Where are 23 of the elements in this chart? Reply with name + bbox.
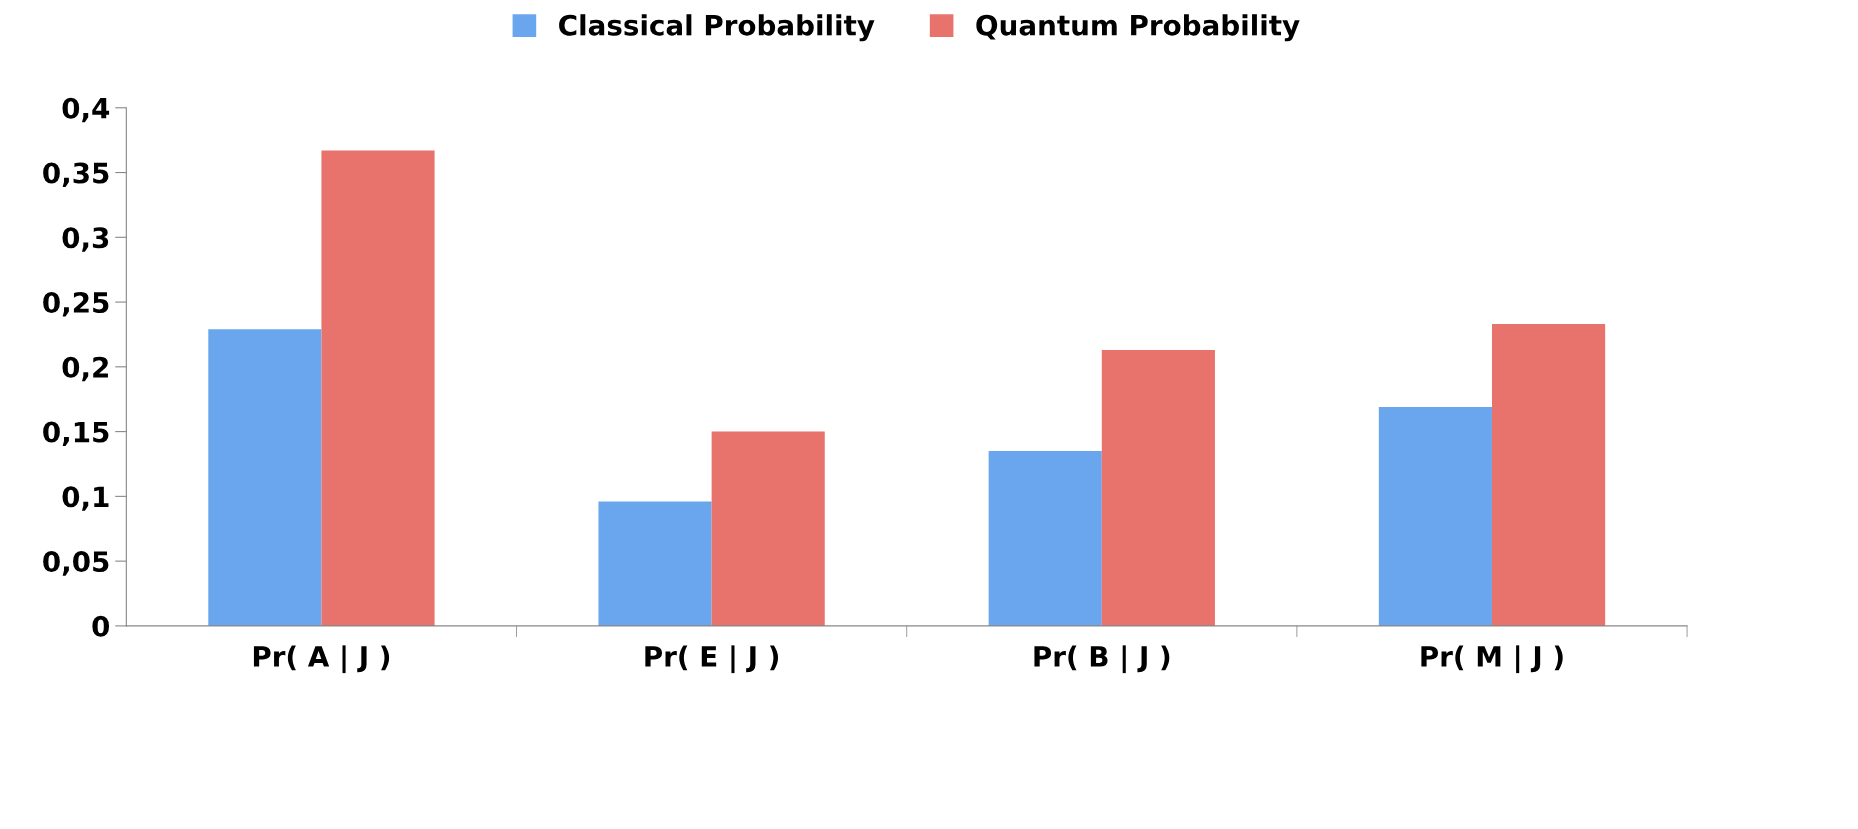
y-tick-label: 0,4 (62, 97, 110, 123)
bar (1491, 324, 1606, 626)
legend-label: Quantum Probability (976, 14, 1300, 42)
y-tick-label: 0,25 (43, 292, 109, 317)
legend-label: Classical Probability (559, 14, 875, 42)
x-tick-label: Pr( M | J ) (1421, 645, 1563, 674)
y-tick-label: 0,05 (43, 551, 109, 576)
bar (711, 431, 825, 626)
x-tick-label: Pr( B | J ) (1034, 645, 1170, 674)
bar (1101, 349, 1215, 626)
y-tick-label: 0,15 (43, 421, 109, 447)
bar (208, 329, 322, 626)
bar (1378, 406, 1492, 626)
bar (321, 150, 435, 626)
bar (598, 501, 712, 626)
y-tick-label: 0 (92, 615, 110, 637)
x-tick-label: Pr( A | J ) (253, 645, 390, 674)
y-tick-label: 0,2 (62, 356, 108, 382)
bar (988, 451, 1102, 626)
y-tick-label: 0,1 (62, 486, 109, 511)
y-tick-label: 0,3 (62, 227, 109, 252)
x-tick-label: Pr( E | J ) (645, 645, 779, 674)
y-tick-label: 0,35 (43, 162, 109, 188)
